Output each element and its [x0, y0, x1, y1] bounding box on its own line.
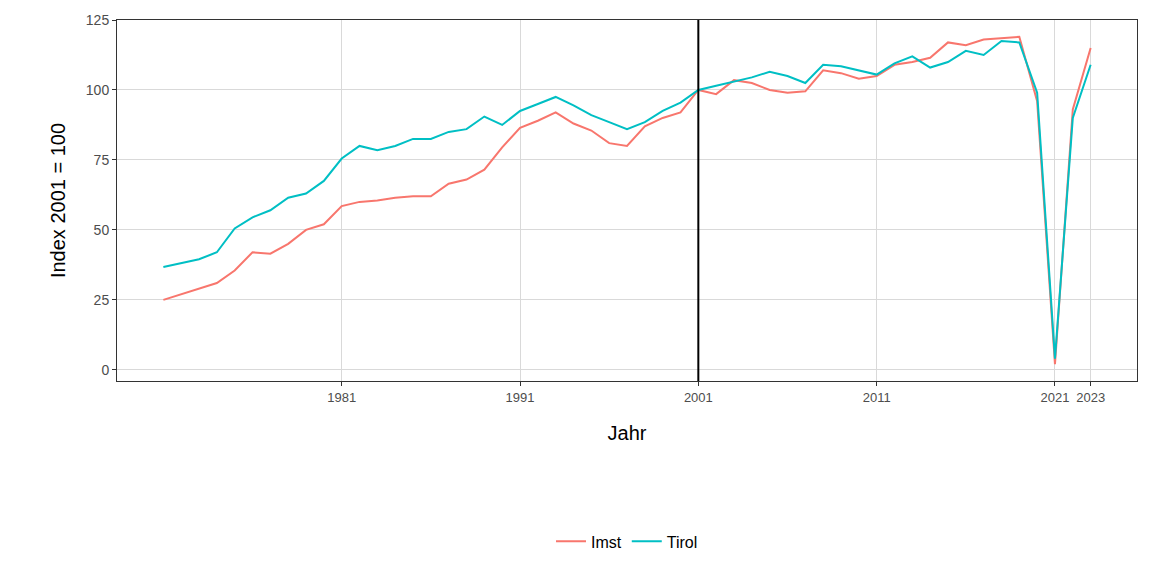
svg-text:2011: 2011 [863, 390, 891, 405]
svg-text:0: 0 [101, 362, 109, 378]
svg-text:25: 25 [94, 292, 110, 308]
svg-text:Jahr: Jahr [608, 422, 647, 444]
svg-text:Index 2001 = 100: Index 2001 = 100 [47, 123, 69, 278]
svg-text:Tirol: Tirol [667, 534, 698, 551]
svg-text:75: 75 [94, 152, 110, 168]
svg-text:Imst: Imst [591, 534, 622, 551]
svg-text:1991: 1991 [506, 390, 535, 405]
svg-text:2023: 2023 [1076, 390, 1105, 405]
svg-text:125: 125 [86, 12, 110, 28]
svg-text:1981: 1981 [327, 390, 356, 405]
svg-text:50: 50 [94, 222, 110, 238]
svg-text:100: 100 [86, 82, 110, 98]
svg-text:2021: 2021 [1041, 390, 1070, 405]
svg-text:2001: 2001 [684, 390, 713, 405]
